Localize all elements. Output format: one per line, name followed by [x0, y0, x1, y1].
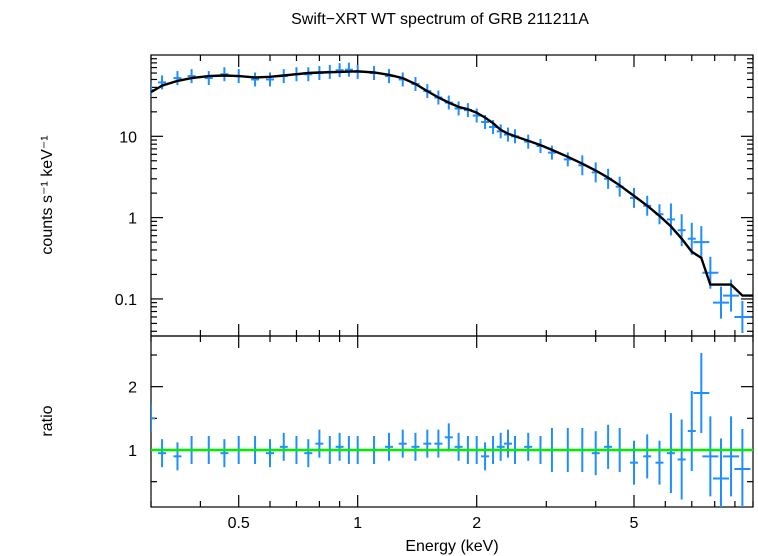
ratio-data-point: [423, 429, 432, 458]
ratio-data-point: [713, 438, 730, 507]
spectrum-data-point: [563, 152, 572, 167]
ratio-data-point: [481, 442, 490, 471]
spectrum-data-point: [713, 286, 730, 319]
energy-x-tick-label: 0.5: [228, 515, 250, 532]
spectrum-y-tick-label: 0.1: [115, 292, 137, 309]
energy-x-tick-label: 2: [472, 515, 481, 532]
spectrum-data-point: [547, 145, 556, 160]
spectrum-data-point: [687, 222, 696, 255]
spectrum-data-point: [158, 75, 167, 90]
spectrum-data-point: [335, 63, 344, 78]
ratio-y-tick-label: 2: [128, 380, 137, 397]
energy-x-tick-labels: 0.5 1 2 5: [228, 515, 639, 532]
spectrum-y-axis-label: counts s⁻¹ keV⁻¹: [39, 135, 56, 254]
ratio-data-point: [643, 434, 652, 479]
ratio-data-point: [693, 353, 710, 433]
ratio-data-point: [454, 432, 463, 461]
ratio-data-point: [723, 416, 740, 497]
spectrum-data-point: [344, 62, 353, 77]
ratio-data-point: [335, 432, 344, 461]
ratio-data-point: [630, 440, 639, 485]
ratio-y-tick-label: 1: [128, 443, 137, 460]
ratio-data-point: [496, 432, 505, 461]
ratio-data-point: [503, 429, 512, 458]
spectrum-y-tick-label: 10: [119, 129, 137, 146]
ratio-data-points: [151, 353, 751, 507]
ratio-y-axis-label: ratio: [39, 405, 56, 436]
spectrum-data-point: [220, 67, 229, 82]
ratio-data-point: [398, 429, 407, 458]
spectrum-y-tick-label: 1: [128, 211, 137, 228]
ratio-data-point: [173, 442, 182, 471]
model-spectrum-line: [151, 70, 753, 297]
ratio-data-point: [220, 439, 229, 468]
ratio-data-point: [687, 391, 696, 471]
ratio-data-point: [279, 432, 288, 461]
ratio-plot-frame: [150, 335, 754, 508]
ratio-data-point: [151, 404, 155, 433]
ratio-data-point: [434, 429, 443, 458]
spectrum-data-point: [734, 300, 751, 333]
ratio-data-point: [315, 429, 324, 458]
spectrum-panel: 0.1 1 10 counts s⁻¹ keV⁻¹: [39, 54, 754, 337]
ratio-data-point: [265, 439, 274, 468]
ratio-data-point: [666, 413, 675, 494]
ratio-data-point: [411, 432, 420, 461]
ratio-data-point: [158, 439, 167, 468]
spectrum-data-point: [251, 72, 260, 87]
spectrum-data-point: [677, 214, 686, 247]
ratio-data-point: [384, 432, 393, 461]
energy-x-tick-label: 1: [353, 515, 362, 532]
ratio-y-tick-labels: 12: [128, 380, 137, 460]
energy-x-tick-label: 5: [630, 515, 639, 532]
ratio-data-point: [524, 432, 533, 461]
ratio-data-point: [304, 439, 313, 468]
spectrum-data-point: [666, 203, 675, 236]
ratio-data-point: [591, 431, 600, 476]
ratio-data-point: [604, 424, 613, 469]
spectrum-plot-frame: [150, 54, 754, 337]
energy-x-axis-label: Energy (keV): [405, 538, 498, 555]
ratio-data-point: [444, 423, 453, 452]
ratio-ticks: [150, 336, 754, 507]
spectrum-y-tick-labels: 0.1 1 10: [115, 129, 137, 309]
spectrum-data-point: [187, 69, 196, 84]
spectrum-data-point: [693, 226, 710, 259]
ratio-data-point: [677, 419, 686, 500]
spectrum-data-point: [173, 71, 182, 86]
ratio-data-point: [702, 416, 719, 497]
chart-title: Swift−XRT WT spectrum of GRB 211211A: [291, 11, 589, 28]
ratio-panel: 12 0.5 1 2 5 ratio Energy (keV): [39, 335, 754, 555]
ratio-data-point: [734, 429, 751, 507]
spectrum-data-point: [265, 72, 274, 87]
ratio-data-point: [655, 440, 664, 485]
spectrum-ticks: [150, 55, 754, 336]
spectrum-data-point: [204, 71, 213, 86]
